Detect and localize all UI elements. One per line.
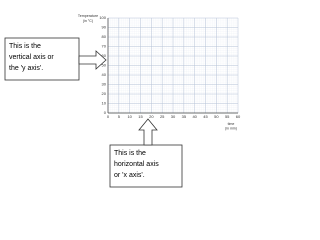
- x-tick-label: 45: [203, 114, 208, 119]
- x-tick-label: 30: [171, 114, 176, 119]
- callout-text: vertical axis or: [9, 54, 54, 61]
- x-axis-label: time: [228, 122, 235, 126]
- y-tick-label: 10: [102, 101, 107, 106]
- x-tick-label: 50: [214, 114, 219, 119]
- y-axis-label: (in °C): [83, 19, 93, 23]
- arrow: [138, 118, 158, 146]
- callout-box: [109, 144, 183, 188]
- page: Temperature (in °C) time (in min) This i…: [4, 13, 241, 188]
- y-tick-label: 40: [102, 72, 107, 77]
- x-tick-label: 55: [225, 114, 230, 119]
- y-tick-label: 90: [102, 25, 107, 30]
- x-tick-label: 40: [192, 114, 197, 119]
- y-tick-label: 80: [102, 34, 107, 39]
- x-tick-label: 60: [236, 114, 241, 119]
- x-tick-label: 20: [149, 114, 154, 119]
- callout-text: horizontal axis: [114, 161, 159, 168]
- x-tick-label: 10: [127, 114, 132, 119]
- x-tick-label: 25: [160, 114, 165, 119]
- x-axis-label: (in min): [225, 126, 237, 130]
- y-tick-label: 50: [102, 63, 107, 68]
- y-axis-label: Temperature: [78, 14, 98, 18]
- callout-text: the 'y axis'.: [9, 65, 43, 72]
- x-tick-label: 15: [138, 114, 143, 119]
- callout-text: This is the: [9, 43, 41, 50]
- x-tick-label: 0: [107, 114, 110, 119]
- y-tick-label: 70: [102, 44, 107, 49]
- arrow: [78, 50, 107, 70]
- y-tick-label: 100: [99, 15, 106, 20]
- callout-text: This is the: [114, 150, 146, 157]
- y-tick-label: 60: [102, 53, 107, 58]
- x-tick-label: 5: [118, 114, 121, 119]
- y-tick-label: 20: [102, 91, 107, 96]
- y-tick-label: 30: [102, 82, 107, 87]
- y-tick-label: 0: [104, 110, 107, 115]
- callout-box: [4, 37, 80, 81]
- diagram: Temperature (in °C) time (in min) This i…: [4, 14, 241, 188]
- callout-text: or 'x axis'.: [114, 172, 145, 179]
- x-tick-label: 35: [182, 114, 187, 119]
